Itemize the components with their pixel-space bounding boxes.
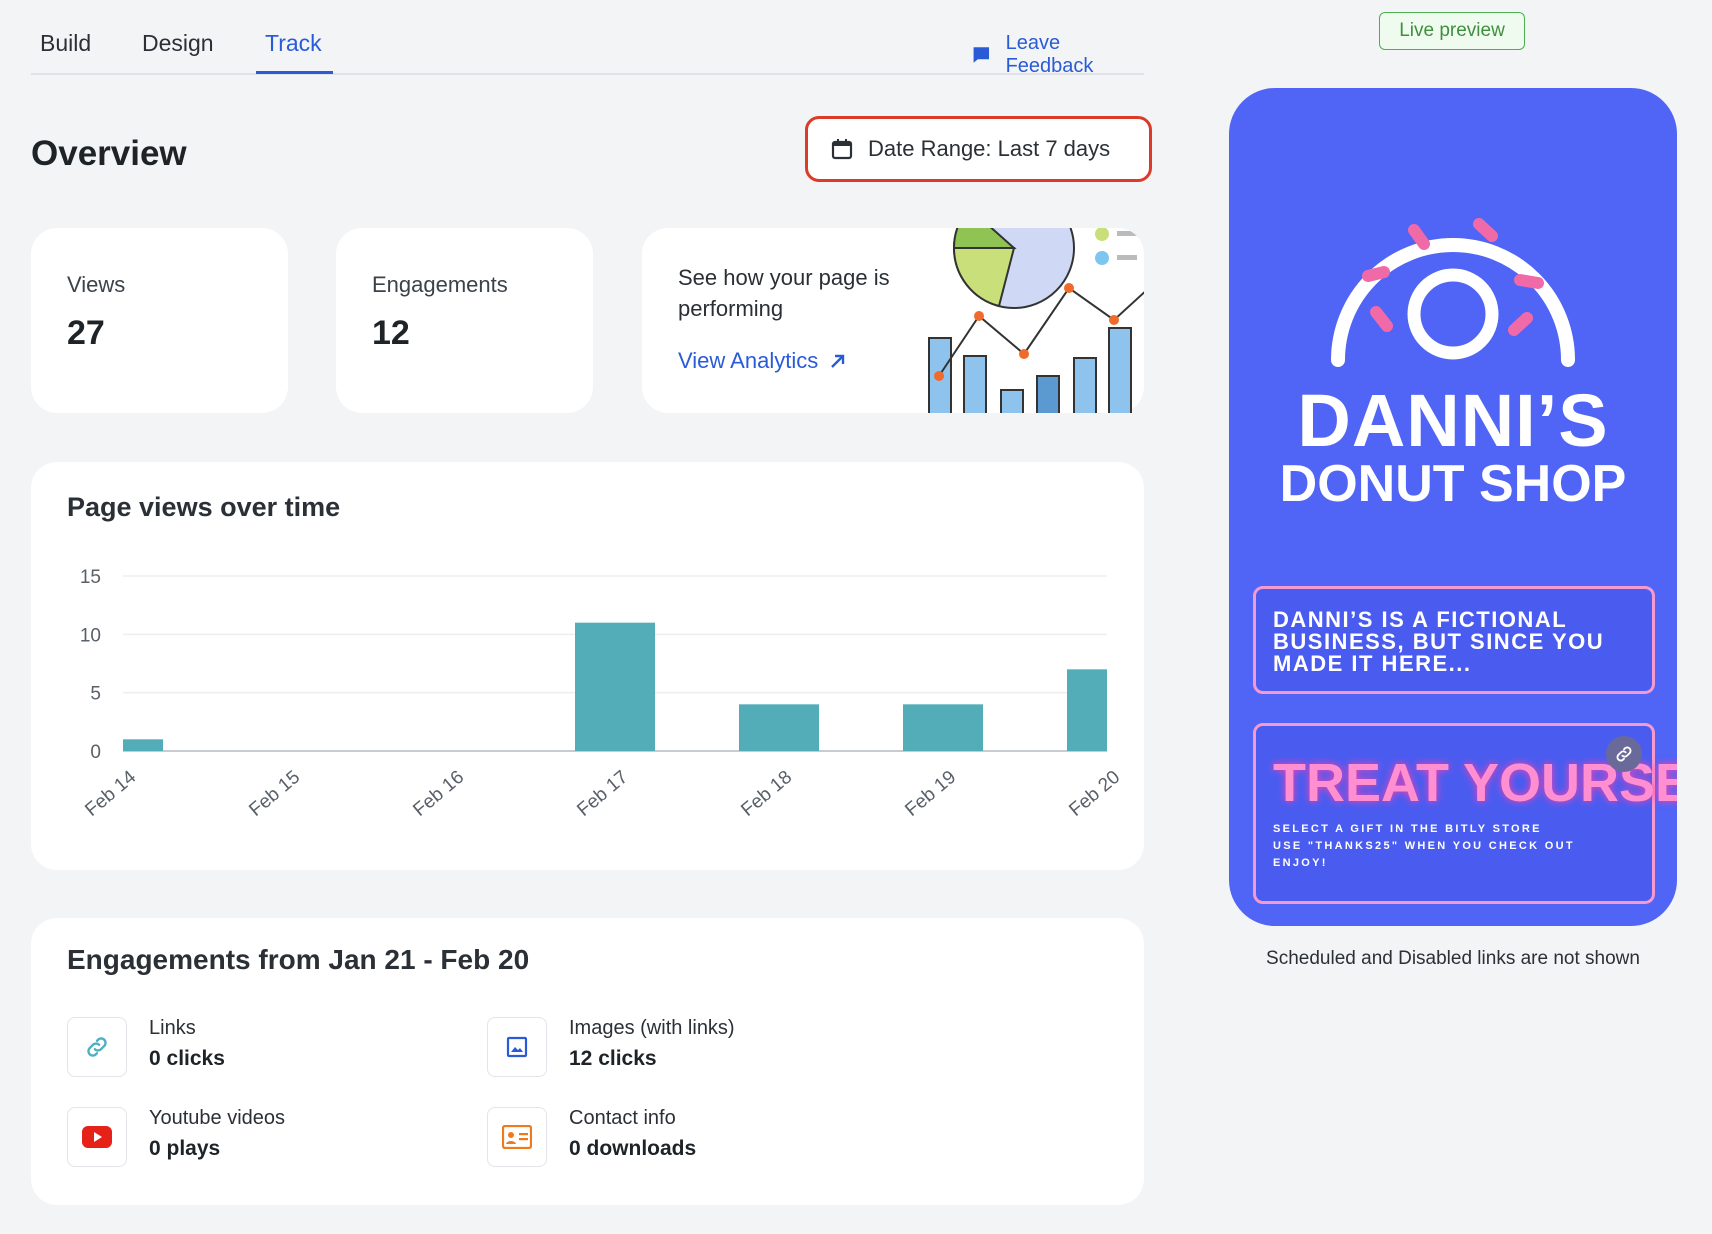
- y-tick-label: 10: [80, 625, 101, 646]
- views-value: 27: [67, 314, 105, 352]
- engagement-name: Links: [149, 1017, 196, 1039]
- analytics-illustration: [928, 228, 1144, 413]
- engagements-title: Engagements from Jan 21 - Feb 20: [67, 944, 530, 975]
- preview-note: Scheduled and Disabled links are not sho…: [1266, 948, 1640, 969]
- donut-logo-icon: [1331, 218, 1575, 367]
- active-tab-indicator: [256, 71, 333, 74]
- x-tick-label: Feb 14: [81, 766, 140, 820]
- tab-track[interactable]: Track: [265, 30, 322, 56]
- engagements-label: Engagements: [372, 272, 508, 297]
- fictional-business-text: DANNI’S IS A FICTIONAL BUSINESS, BUT SIN…: [1273, 607, 1605, 676]
- feedback-chat-icon: [973, 47, 990, 63]
- engagements-breakdown-card: Engagements from Jan 21 - Feb 20 Links 0…: [31, 918, 1144, 1205]
- page-title: Overview: [31, 134, 187, 173]
- y-tick-label: 15: [80, 567, 101, 588]
- engagement-name: Youtube videos: [149, 1107, 286, 1129]
- live-preview-badge: Live preview: [1379, 12, 1525, 50]
- y-tick-label: 5: [90, 684, 101, 705]
- tab-bar: Build Design Track Leave Feedback: [31, 0, 1144, 78]
- view-analytics-label: View Analytics: [678, 348, 819, 373]
- leave-feedback-label: Leave Feedback: [1005, 32, 1094, 77]
- page-views-bar-chart: 0 5 10 15 Feb 14 Feb 15 Feb 16 Feb 17 Feb 18 Feb …: [80, 567, 1124, 821]
- contact-card-icon: [487, 1107, 547, 1167]
- treat-line: ENJOY!: [1273, 857, 1328, 869]
- image-icon: [487, 1017, 547, 1077]
- x-tick-label: Feb 19: [901, 767, 960, 821]
- engagement-value: 0 plays: [149, 1137, 221, 1160]
- page-views-chart-card: Page views over time 0 5 10 15 Feb 14 Feb 15 F…: [31, 462, 1144, 870]
- views-label: Views: [67, 272, 126, 297]
- x-tick-label: Feb 18: [737, 767, 796, 821]
- chart-bar: [123, 739, 163, 751]
- link-icon: [67, 1017, 127, 1077]
- view-analytics-link[interactable]: View Analytics: [678, 348, 848, 374]
- y-tick-label: 0: [90, 742, 101, 763]
- x-tick-label: Feb 16: [409, 767, 468, 821]
- engagements-card: Engagements 12: [336, 228, 593, 413]
- engagement-value: 0 clicks: [149, 1047, 225, 1070]
- youtube-icon: [67, 1107, 127, 1167]
- analytics-promo-card: See how your page is performing View Ana…: [642, 228, 1144, 413]
- chart-title: Page views over time: [67, 492, 341, 522]
- date-range-button[interactable]: Date Range: Last 7 days: [805, 116, 1152, 182]
- page-preview-phone: DANNI’S DONUT SHOP DANNI’S IS A FICTIONA…: [1229, 88, 1677, 926]
- chart-bar: [739, 704, 819, 751]
- x-tick-label: Feb 15: [245, 767, 304, 821]
- calendar-icon: [831, 139, 853, 160]
- arrow-up-right-icon: [831, 354, 845, 368]
- chart-bar: [903, 704, 983, 751]
- shop-name-line1: DANNI’S: [1297, 379, 1609, 462]
- engagement-name: Images (with links): [569, 1017, 735, 1039]
- shop-name-line2: DONUT SHOP: [1279, 455, 1627, 513]
- x-tick-label: Feb 20: [1065, 767, 1124, 821]
- engagement-value: 0 downloads: [569, 1137, 697, 1160]
- link-badge-icon: [1606, 736, 1642, 772]
- treat-yourself-link[interactable]: TREAT YOURSELF SELECT A GIFT IN THE BITL…: [1253, 723, 1677, 904]
- chart-bar: [1067, 669, 1107, 751]
- promo-text: See how your page is performing: [678, 265, 890, 321]
- treat-line: SELECT A GIFT IN THE BITLY STORE: [1273, 823, 1542, 835]
- x-tick-label: Feb 17: [573, 767, 632, 821]
- date-range-label: Date Range: Last 7 days: [868, 136, 1111, 161]
- leave-feedback-button[interactable]: Leave Feedback: [971, 32, 1144, 78]
- tab-build[interactable]: Build: [40, 30, 92, 56]
- engagement-value: 12 clicks: [569, 1047, 657, 1070]
- treat-line: USE "THANKS25" WHEN YOU CHECK OUT: [1273, 840, 1575, 852]
- tab-design[interactable]: Design: [142, 30, 214, 56]
- fictional-business-link[interactable]: DANNI’S IS A FICTIONAL BUSINESS, BUT SIN…: [1253, 586, 1655, 694]
- engagements-value: 12: [372, 314, 410, 352]
- engagement-name: Contact info: [569, 1107, 676, 1129]
- chart-bar: [575, 622, 655, 751]
- views-card: Views 27: [31, 228, 288, 413]
